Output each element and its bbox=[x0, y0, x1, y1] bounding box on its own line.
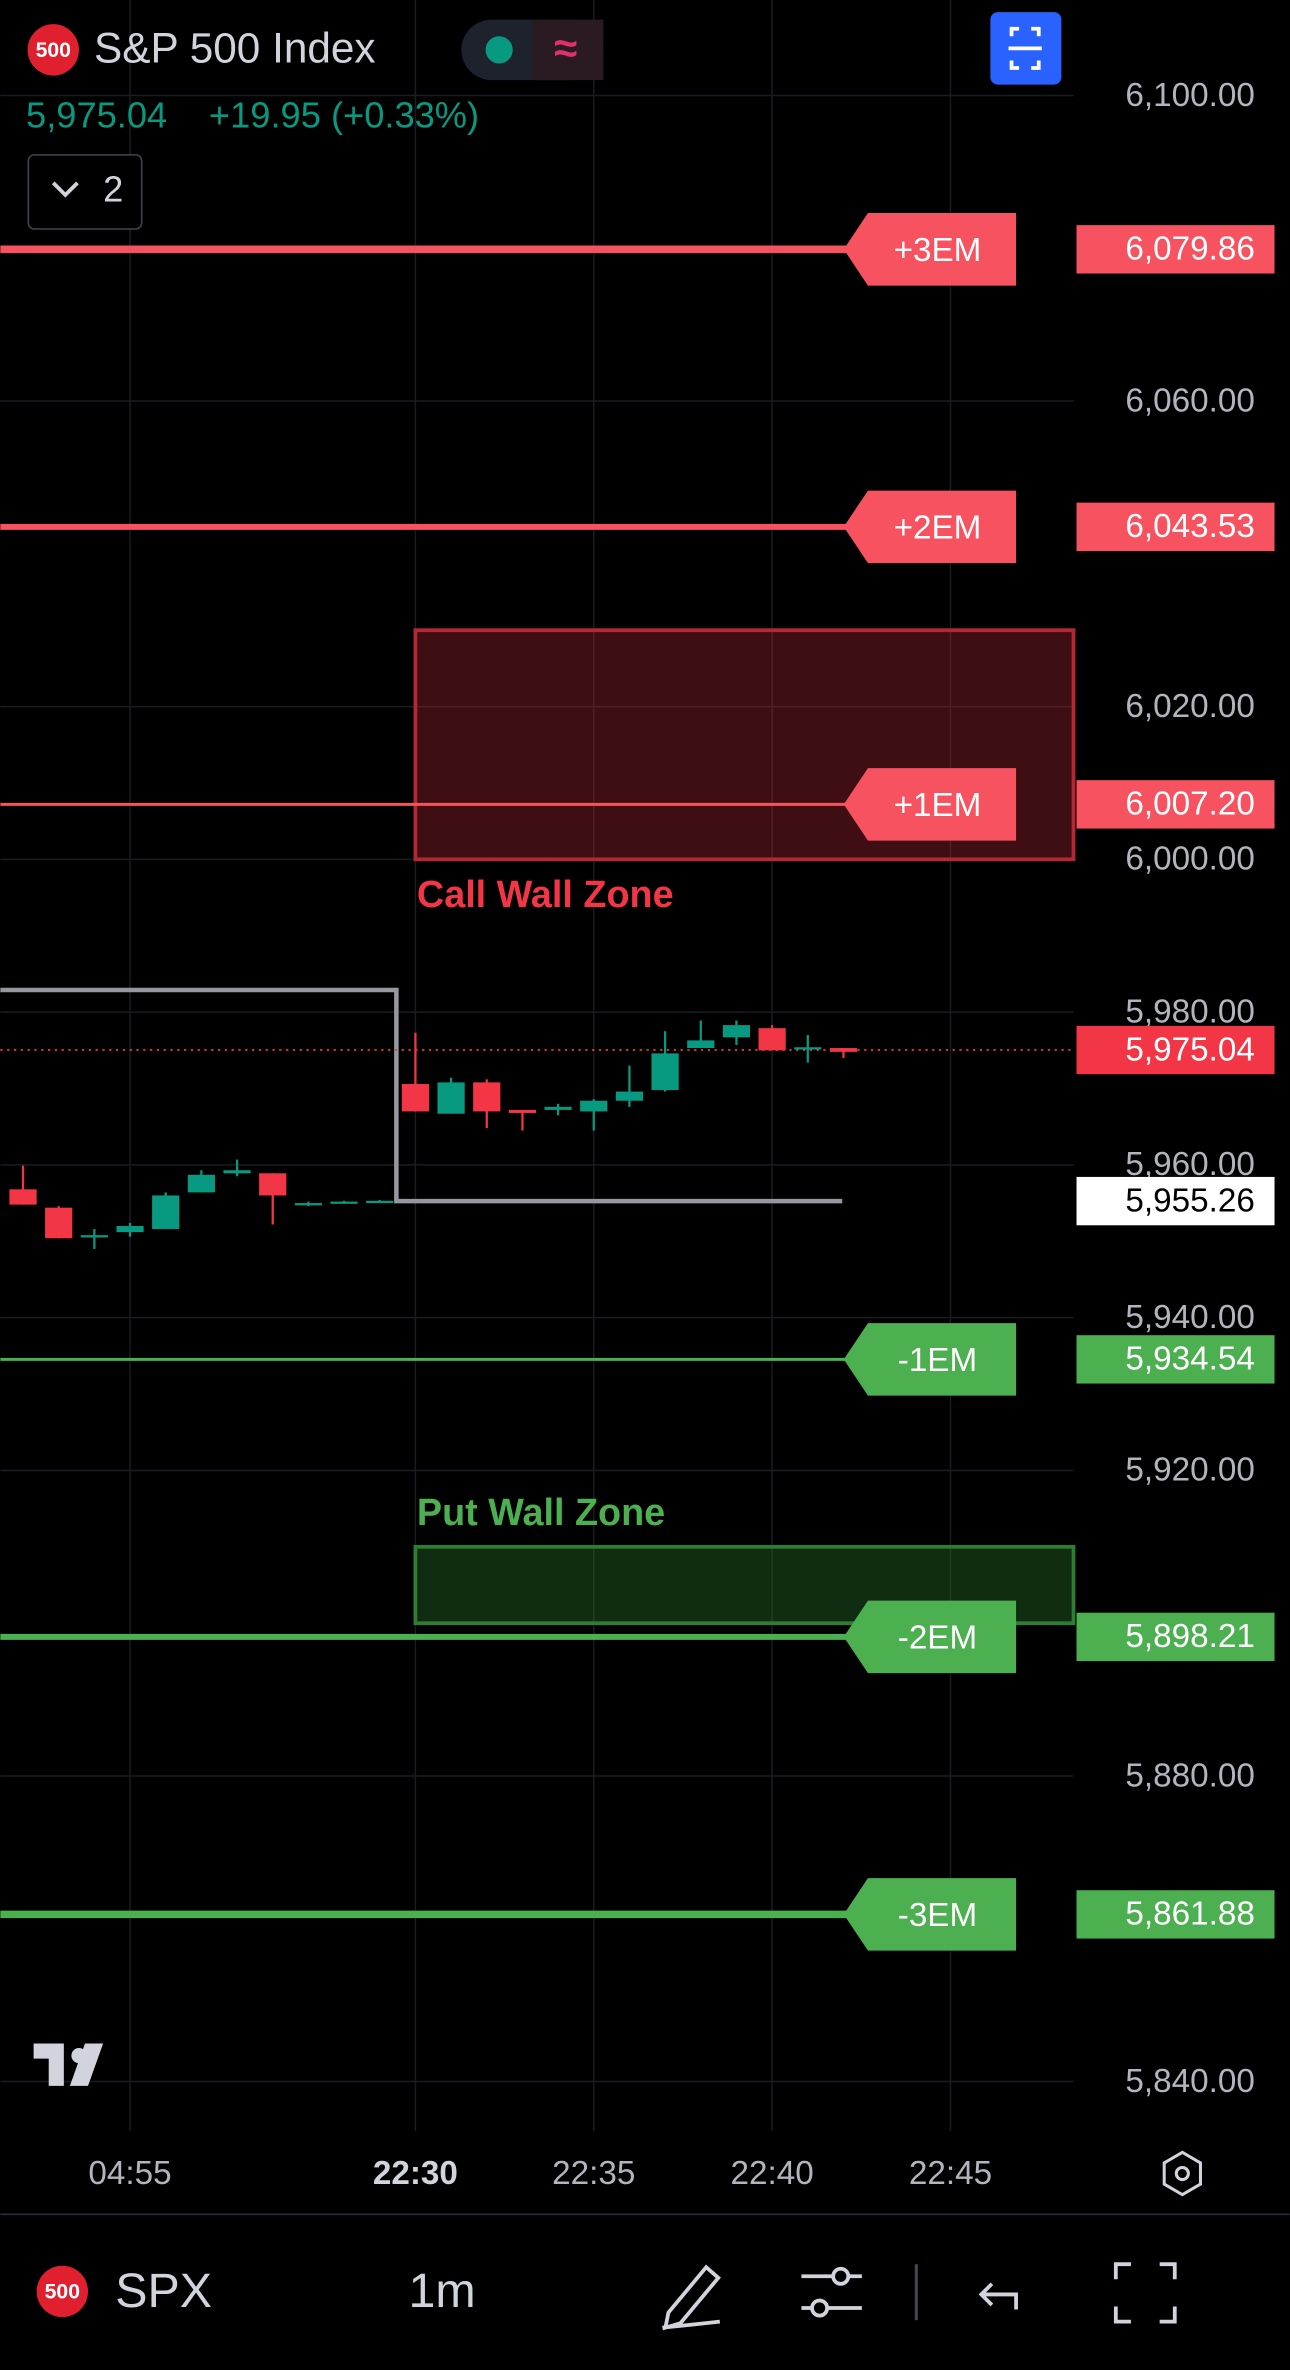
status-dot bbox=[485, 36, 513, 64]
level-tag bbox=[843, 1878, 1017, 1951]
candle-body bbox=[401, 1083, 430, 1112]
level-tag bbox=[843, 213, 1017, 286]
y-tick-label: 5,920.00 bbox=[1125, 1452, 1254, 1489]
candle-body bbox=[437, 1082, 465, 1114]
level-axis-bg bbox=[1076, 1335, 1275, 1384]
candle-body bbox=[9, 1189, 37, 1205]
slider-knob bbox=[831, 2266, 851, 2286]
candle-body bbox=[80, 1235, 108, 1238]
level-axis-label: 5,898.21 bbox=[1125, 1618, 1254, 1655]
y-tick-label: 6,100.00 bbox=[1125, 77, 1254, 114]
candle-body bbox=[687, 1040, 715, 1049]
settings-dot bbox=[1174, 2165, 1190, 2182]
toolbar-badge-text: 500 bbox=[45, 2281, 80, 2304]
level-tag bbox=[843, 490, 1017, 564]
level-tag bbox=[843, 768, 1017, 841]
y-tick-label: 5,940.00 bbox=[1125, 1299, 1254, 1336]
level-tag-label: +1EM bbox=[894, 787, 982, 824]
level-tag-label: -2EM bbox=[898, 1620, 977, 1657]
candle-body bbox=[187, 1174, 215, 1193]
candle-body bbox=[508, 1109, 537, 1113]
toolbar-symbol[interactable]: SPX bbox=[115, 2264, 212, 2318]
session-close-label-bg bbox=[1076, 1176, 1275, 1226]
fullscreen-toggle[interactable] bbox=[1113, 2262, 1177, 2324]
candle-body bbox=[366, 1200, 394, 1204]
level-axis-label: 6,079.86 bbox=[1125, 231, 1254, 268]
level-axis-bg bbox=[1076, 780, 1275, 829]
level-axis-bg bbox=[1076, 502, 1275, 552]
candle-body bbox=[794, 1047, 822, 1050]
level-tag-label: +2EM bbox=[894, 510, 982, 547]
session-close-label: 5,955.26 bbox=[1125, 1182, 1254, 1219]
candle-body bbox=[615, 1091, 644, 1101]
level-axis-bg bbox=[1076, 225, 1275, 274]
header-change: +19.95 (+0.33%) bbox=[209, 94, 479, 135]
y-tick-label: 5,880.00 bbox=[1125, 1757, 1254, 1794]
badge-text: 500 bbox=[36, 39, 71, 62]
level-axis-label: 6,043.53 bbox=[1125, 508, 1254, 545]
candle-body bbox=[651, 1053, 679, 1091]
candle-body bbox=[722, 1025, 751, 1038]
level-tag-label: -1EM bbox=[898, 1342, 977, 1379]
level-axis-bg bbox=[1076, 1612, 1275, 1662]
indicators-count: 2 bbox=[103, 169, 123, 210]
settings-button[interactable] bbox=[1162, 2150, 1202, 2197]
session-box bbox=[0, 987, 843, 1204]
candle-body bbox=[294, 1203, 322, 1206]
logo-dot bbox=[71, 2048, 87, 2064]
drawing-tool[interactable] bbox=[662, 2264, 721, 2331]
wave-icon: ≈ bbox=[554, 25, 577, 72]
candle-body bbox=[45, 1207, 73, 1239]
status-pill-right bbox=[532, 19, 604, 81]
y-tick-label: 6,020.00 bbox=[1125, 688, 1254, 725]
zone-label: Call Wall Zone bbox=[417, 874, 674, 916]
candle-body bbox=[473, 1082, 501, 1112]
candle-body bbox=[829, 1048, 858, 1052]
candle-body bbox=[758, 1028, 786, 1051]
undo-button[interactable] bbox=[978, 2282, 1018, 2310]
y-tick-label: 5,980.00 bbox=[1125, 993, 1254, 1030]
symbol-badge[interactable] bbox=[27, 24, 79, 76]
candle-body bbox=[544, 1106, 572, 1110]
slider-knob bbox=[810, 2298, 830, 2318]
indicators-toggle[interactable] bbox=[27, 154, 143, 230]
level-tag bbox=[843, 1600, 1017, 1674]
x-tick-label: 22:45 bbox=[909, 2155, 992, 2192]
x-tick-label: 22:30 bbox=[373, 2155, 458, 2192]
candle-body bbox=[152, 1195, 180, 1230]
fullscreen-icon bbox=[1008, 26, 1042, 70]
symbol-title[interactable]: S&P 500 Index bbox=[94, 25, 376, 72]
toolbar-badge[interactable] bbox=[36, 2265, 89, 2318]
candle-body bbox=[116, 1226, 144, 1233]
y-tick-label: 5,840.00 bbox=[1125, 2063, 1254, 2100]
level-axis-bg bbox=[1076, 1890, 1275, 1939]
level-axis-label: 5,934.54 bbox=[1125, 1341, 1254, 1378]
candle-body bbox=[580, 1100, 608, 1112]
level-tag bbox=[843, 1323, 1017, 1396]
level-axis-label: 6,007.20 bbox=[1125, 786, 1254, 823]
level-tag-label: +3EM bbox=[894, 232, 982, 269]
toolbar-interval[interactable]: 1m bbox=[408, 2264, 475, 2318]
last-price-label: 5,975.04 bbox=[1125, 1031, 1254, 1068]
chevron-icon bbox=[51, 181, 79, 198]
x-tick-label: 04:55 bbox=[88, 2155, 171, 2192]
zone-label: Put Wall Zone bbox=[417, 1492, 665, 1534]
x-tick-label: 22:35 bbox=[552, 2155, 635, 2192]
level-tag-label: -3EM bbox=[898, 1897, 977, 1934]
candle-body bbox=[330, 1201, 358, 1204]
last-price-bg bbox=[1076, 1025, 1275, 1075]
y-tick-label: 6,060.00 bbox=[1125, 382, 1254, 419]
candle-body bbox=[259, 1173, 287, 1196]
x-tick-label: 22:40 bbox=[731, 2155, 814, 2192]
y-tick-label: 6,000.00 bbox=[1125, 841, 1254, 878]
candle-body bbox=[223, 1170, 251, 1174]
level-axis-label: 5,861.88 bbox=[1125, 1896, 1254, 1933]
header-price: 5,975.04 bbox=[26, 94, 167, 135]
